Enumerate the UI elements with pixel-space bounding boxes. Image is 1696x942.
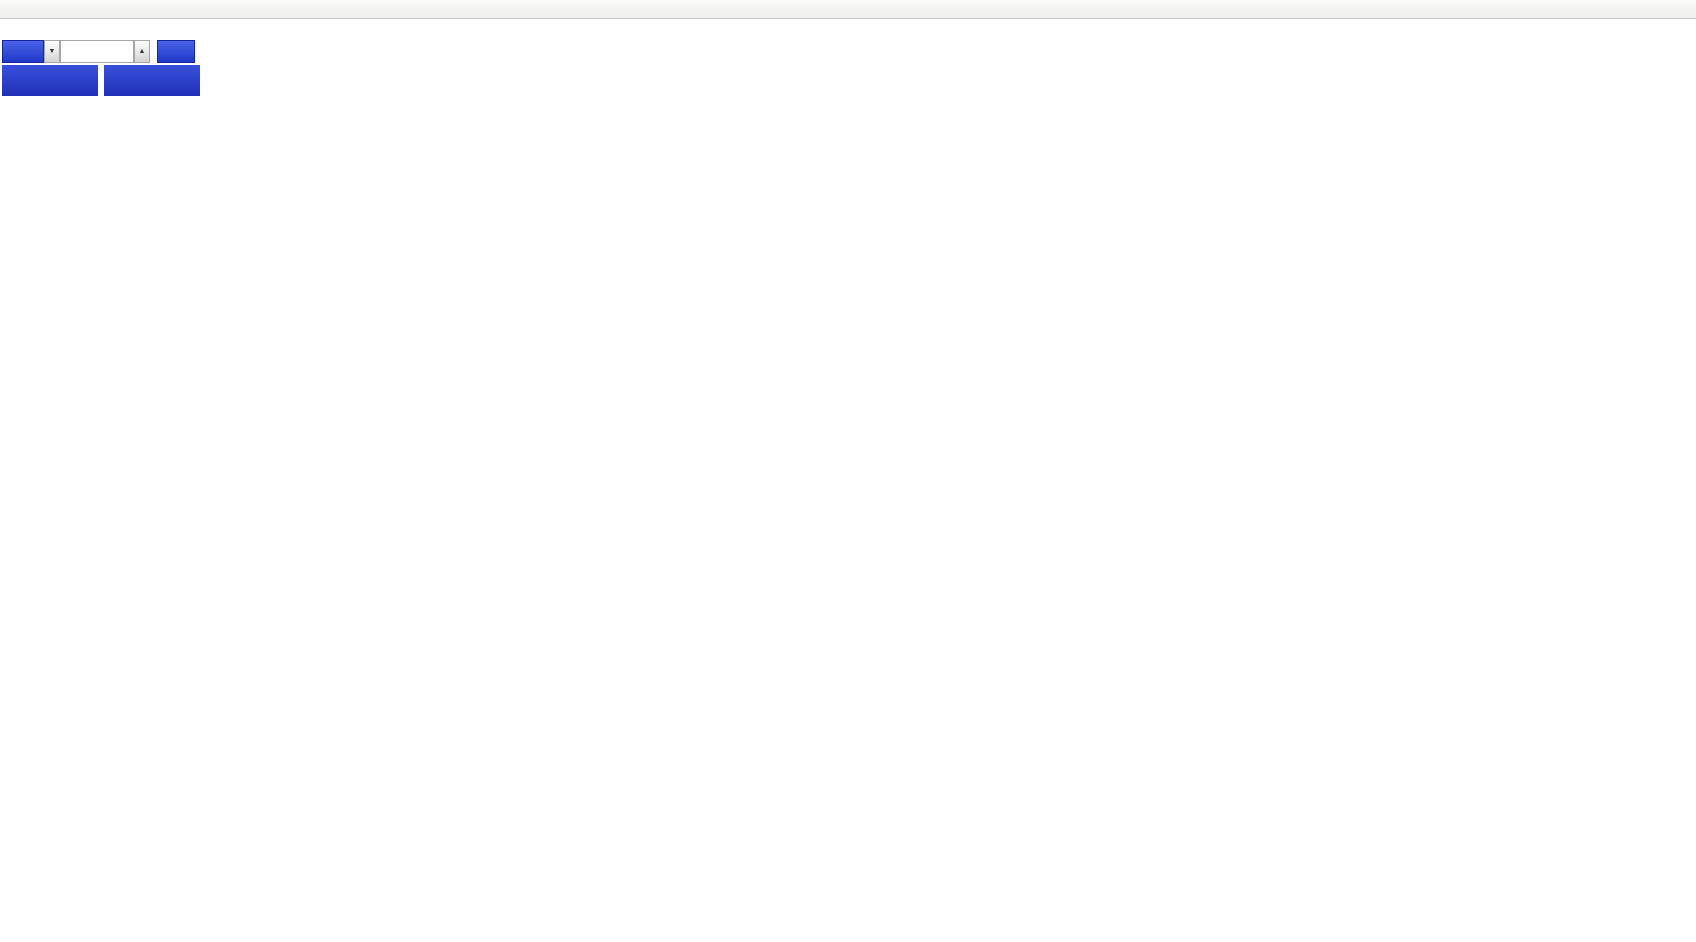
sell-price-display[interactable] [2, 65, 98, 96]
volume-increase-button[interactable]: ▲ [134, 40, 150, 63]
volume-input[interactable] [60, 40, 134, 63]
toolbar [0, 0, 1696, 19]
buy-button[interactable] [157, 40, 195, 63]
buy-price-display[interactable] [104, 65, 200, 96]
sell-button[interactable] [2, 40, 44, 63]
one-click-trading-panel: ▼ ▲ [2, 40, 200, 96]
volume-decrease-button[interactable]: ▼ [44, 40, 60, 63]
